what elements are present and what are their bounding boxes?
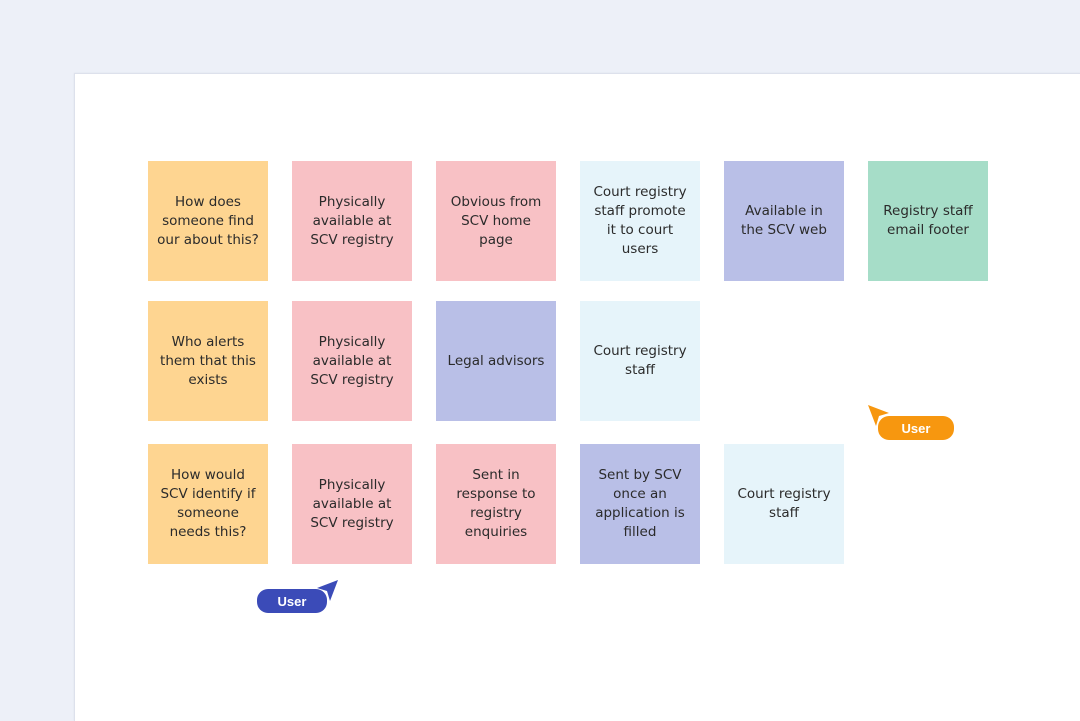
cursor-user-label: User [257, 589, 327, 613]
sticky-note[interactable]: Court registry staff [580, 301, 700, 421]
cursor-arrow-icon [317, 580, 338, 601]
whiteboard-canvas[interactable]: How does someone find our about this? Ph… [74, 73, 1080, 721]
sticky-note[interactable]: Who alerts them that this exists [148, 301, 268, 421]
sticky-note-text: Obvious from SCV home page [450, 193, 542, 248]
sticky-note-text: Sent in response to registry enquiries [456, 467, 536, 540]
sticky-note[interactable]: Sent by SCV once an application is fille… [580, 444, 700, 564]
collaborator-cursor-orange: User [867, 404, 957, 444]
sticky-note-text: How does someone find our about this? [157, 193, 259, 248]
sticky-note-text: Who alerts them that this exists [160, 333, 256, 388]
sticky-note[interactable]: Physically available at SCV registry [292, 301, 412, 421]
sticky-note[interactable]: Court registry staff promote it to court… [580, 161, 700, 281]
sticky-note-text: Legal advisors [447, 352, 545, 369]
sticky-note-text: Physically available at SCV registry [310, 476, 394, 531]
sticky-note-text: Registry staff email footer [883, 203, 973, 238]
sticky-note-text: Court registry staff [593, 343, 687, 378]
sticky-note-text: Physically available at SCV registry [310, 333, 394, 388]
sticky-note[interactable]: How would SCV identify if someone needs … [148, 444, 268, 564]
sticky-note-text: Court registry staff [737, 486, 831, 521]
sticky-note[interactable]: Obvious from SCV home page [436, 161, 556, 281]
sticky-note[interactable]: Legal advisors [436, 301, 556, 421]
sticky-note-text: Physically available at SCV registry [310, 193, 394, 248]
sticky-note[interactable]: How does someone find our about this? [148, 161, 268, 281]
sticky-note-text: How would SCV identify if someone needs … [160, 467, 256, 540]
sticky-note-text: Sent by SCV once an application is fille… [595, 467, 685, 540]
sticky-note[interactable]: Court registry staff [724, 444, 844, 564]
sticky-note-text: Court registry staff promote it to court… [593, 184, 687, 257]
sticky-note[interactable]: Physically available at SCV registry [292, 161, 412, 281]
sticky-note[interactable]: Sent in response to registry enquiries [436, 444, 556, 564]
sticky-note[interactable]: Available in the SCV web [724, 161, 844, 281]
sticky-note-text: Available in the SCV web [741, 203, 827, 238]
sticky-note[interactable]: Registry staff email footer [868, 161, 988, 281]
collaborator-cursor-blue: User [257, 579, 341, 615]
cursor-arrow-icon [868, 405, 889, 426]
cursor-user-label: User [878, 416, 954, 440]
sticky-note[interactable]: Physically available at SCV registry [292, 444, 412, 564]
